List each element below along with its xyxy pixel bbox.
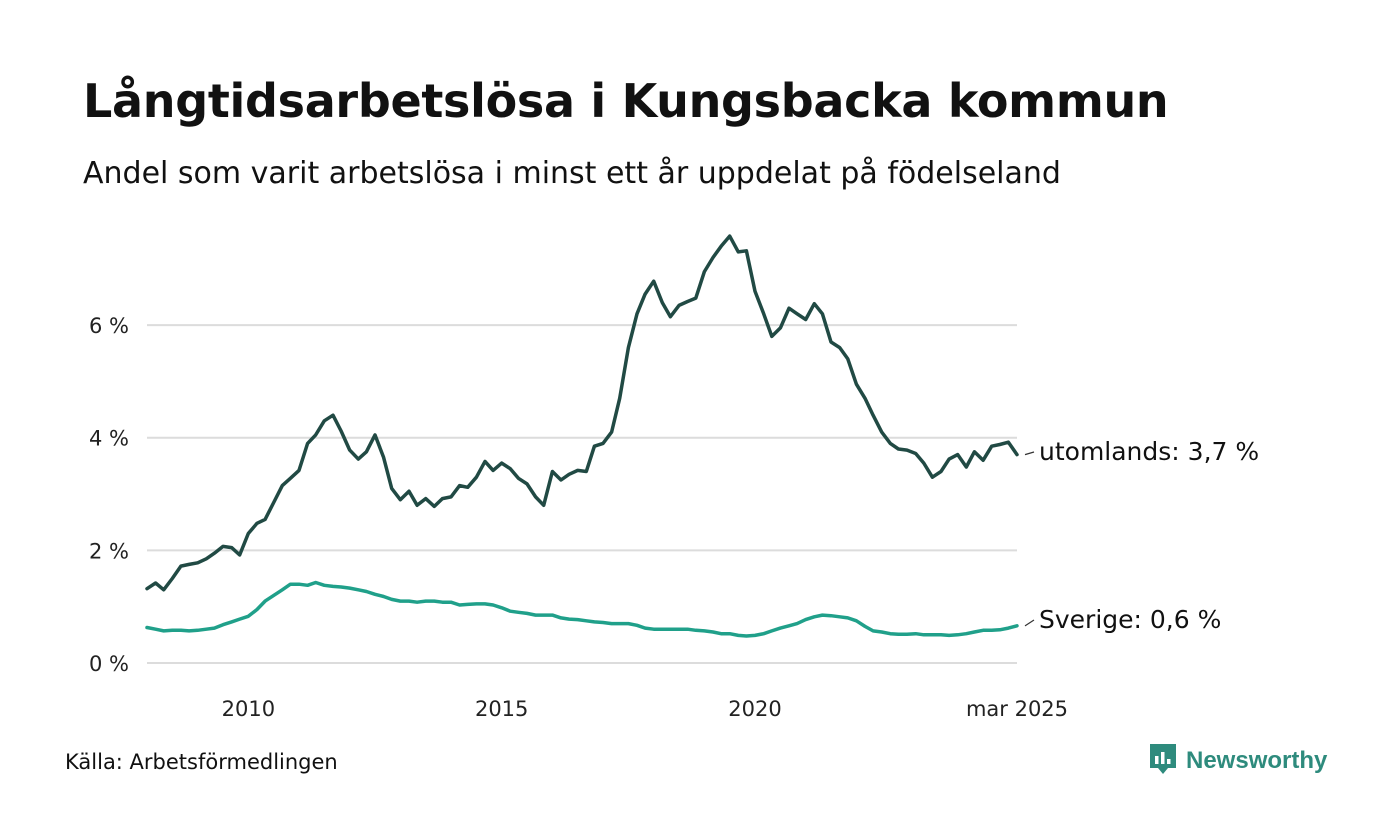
source-note: Källa: Arbetsförmedlingen [65,750,338,774]
end-label-connector-utomlands [1024,451,1035,456]
x-axis-ticks: 2010 2015 2020 mar 2025 [222,697,1068,721]
chart-subtitle: Andel som varit arbetslösa i minst ett å… [83,156,1061,191]
y-tick-label-2: 4 % [89,427,129,451]
y-tick-label-0: 0 % [89,652,129,676]
x-tick-label-3: mar 2025 [966,697,1068,721]
y-tick-label-1: 2 % [89,539,129,563]
series-lines [145,234,1019,638]
y-axis-ticks: 0 % 2 % 4 % 6 % [89,314,129,676]
brand-logo[interactable]: Newsworthy [1148,742,1327,780]
brand-name: Newsworthy [1186,747,1328,774]
chart-title: Långtidsarbetslösa i Kungsbacka kommun [83,74,1169,128]
end-label-sverige: Sverige: 0,6 % [1039,605,1221,634]
x-tick-label-1: 2015 [475,697,528,721]
y-tick-label-3: 6 % [89,314,129,338]
end-label-utomlands: utomlands: 3,7 % [1039,437,1259,466]
series-line-sverige [145,580,1019,638]
bar-chart-speech-bubble-icon [1148,742,1178,780]
end-label-connector-sverige [1024,619,1035,627]
series-line-utomlands [145,234,1019,592]
x-tick-label-0: 2010 [222,697,275,721]
gridlines [147,324,1017,664]
x-tick-label-2: 2020 [728,697,781,721]
series-end-labels: utomlands: 3,7 % Sverige: 0,6 % [1024,437,1259,634]
